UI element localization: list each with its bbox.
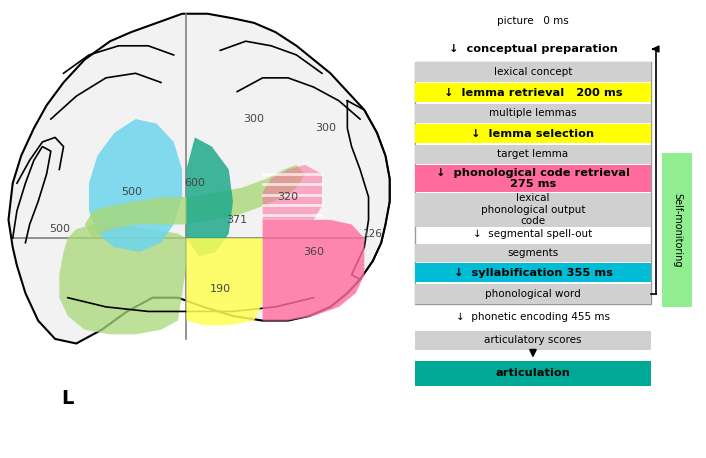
Text: articulation: articulation xyxy=(496,368,570,378)
FancyBboxPatch shape xyxy=(414,124,652,143)
Text: 320: 320 xyxy=(277,192,299,202)
Text: 371: 371 xyxy=(227,215,248,225)
FancyBboxPatch shape xyxy=(414,83,652,102)
Text: picture   0 ms: picture 0 ms xyxy=(497,16,569,26)
Polygon shape xyxy=(85,165,305,238)
Text: articulatory scores: articulatory scores xyxy=(484,335,582,345)
Text: ↓  syllabification 355 ms: ↓ syllabification 355 ms xyxy=(453,267,612,278)
Text: 500: 500 xyxy=(121,187,142,197)
FancyBboxPatch shape xyxy=(414,145,652,164)
FancyBboxPatch shape xyxy=(414,244,652,262)
FancyBboxPatch shape xyxy=(414,165,652,192)
Polygon shape xyxy=(89,119,182,252)
Text: 300: 300 xyxy=(316,123,337,133)
Text: ↓  lemma selection: ↓ lemma selection xyxy=(472,129,594,139)
Text: 600: 600 xyxy=(184,178,205,188)
Text: ↓  phonological code retrieval
275 ms: ↓ phonological code retrieval 275 ms xyxy=(436,168,630,190)
Text: target lemma: target lemma xyxy=(498,149,568,159)
Text: lexical concept: lexical concept xyxy=(493,67,572,77)
FancyBboxPatch shape xyxy=(414,361,652,386)
Text: ↓  lemma retrieval   200 ms: ↓ lemma retrieval 200 ms xyxy=(443,87,622,98)
Polygon shape xyxy=(263,220,364,321)
Text: 300: 300 xyxy=(244,114,265,124)
Text: ↓  segmental spell-out: ↓ segmental spell-out xyxy=(473,229,592,239)
FancyBboxPatch shape xyxy=(414,263,652,282)
Text: ↓  conceptual preparation: ↓ conceptual preparation xyxy=(448,44,617,54)
FancyBboxPatch shape xyxy=(662,153,693,307)
Text: phonological word: phonological word xyxy=(485,289,581,299)
FancyBboxPatch shape xyxy=(414,193,652,227)
Text: L: L xyxy=(61,389,74,408)
FancyBboxPatch shape xyxy=(414,284,652,304)
Polygon shape xyxy=(263,165,322,220)
Text: segments: segments xyxy=(508,248,558,258)
Text: ↓  phonetic encoding 455 ms: ↓ phonetic encoding 455 ms xyxy=(456,312,610,322)
Text: 500: 500 xyxy=(49,224,70,234)
Text: 190: 190 xyxy=(210,284,231,294)
Polygon shape xyxy=(59,224,186,334)
Text: 126: 126 xyxy=(363,229,383,239)
Text: multiple lemmas: multiple lemmas xyxy=(489,108,577,118)
FancyBboxPatch shape xyxy=(414,104,652,123)
Text: Self-monitoring: Self-monitoring xyxy=(672,193,682,267)
Text: 360: 360 xyxy=(303,247,324,257)
Polygon shape xyxy=(8,14,390,344)
Text: lexical
phonological output
code: lexical phonological output code xyxy=(481,193,585,226)
Polygon shape xyxy=(186,238,263,325)
FancyBboxPatch shape xyxy=(414,331,652,350)
Polygon shape xyxy=(186,137,233,256)
FancyBboxPatch shape xyxy=(414,62,652,82)
